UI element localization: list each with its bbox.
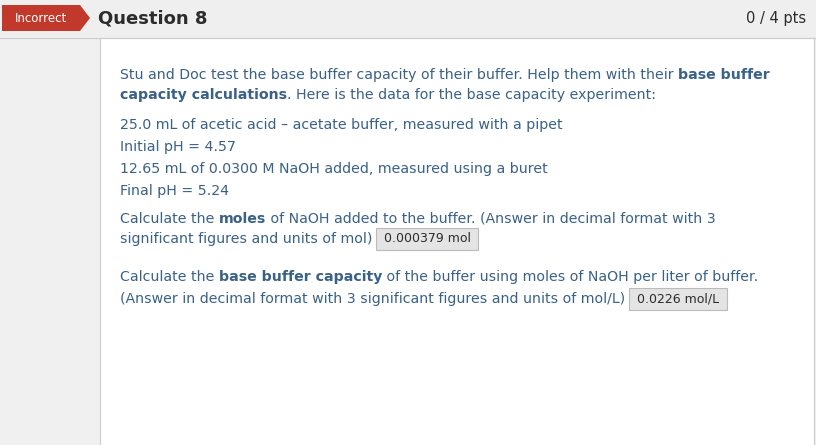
Bar: [100, 38, 814, 445]
Text: base buffer: base buffer: [678, 68, 769, 82]
Text: of the buffer using moles of NaOH per liter of buffer.: of the buffer using moles of NaOH per li…: [383, 270, 759, 284]
Text: Calculate the: Calculate the: [120, 270, 219, 284]
FancyBboxPatch shape: [629, 288, 727, 310]
Text: 25.0 mL of acetic acid – acetate buffer, measured with a pipet: 25.0 mL of acetic acid – acetate buffer,…: [120, 118, 562, 132]
Text: (Answer in decimal format with 3 significant figures and units of mol/L): (Answer in decimal format with 3 signifi…: [120, 292, 625, 306]
Text: capacity calculations: capacity calculations: [120, 88, 287, 102]
Text: significant figures and units of mol): significant figures and units of mol): [120, 232, 372, 246]
Text: Final pH = 5.24: Final pH = 5.24: [120, 184, 229, 198]
Polygon shape: [80, 5, 90, 31]
Text: moles: moles: [219, 212, 266, 226]
Text: Calculate the: Calculate the: [120, 212, 219, 226]
Text: . Here is the data for the base capacity experiment:: . Here is the data for the base capacity…: [287, 88, 656, 102]
Bar: [2, 5, 80, 31]
Text: 12.65 mL of 0.0300 M NaOH added, measured using a buret: 12.65 mL of 0.0300 M NaOH added, measure…: [120, 162, 548, 176]
Text: Question 8: Question 8: [98, 9, 207, 27]
Text: Incorrect: Incorrect: [15, 12, 67, 24]
Text: base buffer capacity: base buffer capacity: [219, 270, 383, 284]
Bar: [0, 0, 816, 38]
FancyBboxPatch shape: [376, 228, 478, 250]
Text: Stu and Doc test the base buffer capacity of their buffer. Help them with their: Stu and Doc test the base buffer capacit…: [120, 68, 678, 82]
Text: 0.000379 mol: 0.000379 mol: [384, 232, 471, 246]
Text: of NaOH added to the buffer. (Answer in decimal format with 3: of NaOH added to the buffer. (Answer in …: [266, 212, 716, 226]
Text: 0.0226 mol/L: 0.0226 mol/L: [637, 292, 719, 306]
Text: 0 / 4 pts: 0 / 4 pts: [746, 11, 806, 25]
Text: Initial pH = 4.57: Initial pH = 4.57: [120, 140, 236, 154]
